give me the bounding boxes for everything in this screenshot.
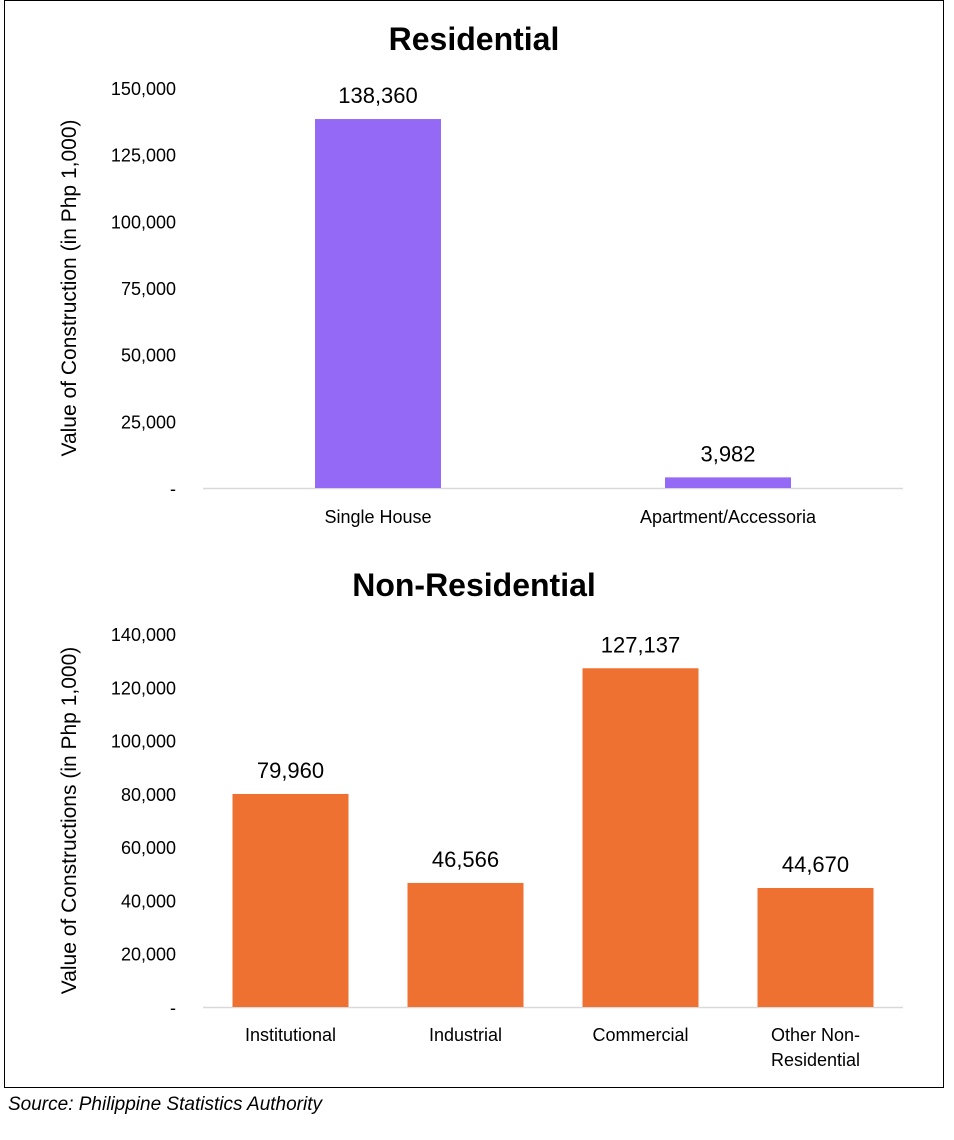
non-residential-y-axis-label: Value of Constructions (in Php 1,000) <box>58 647 81 994</box>
non-residential-category-label: Industrial <box>429 1025 502 1045</box>
residential-category-label: Single House <box>324 507 431 527</box>
residential-y-tick-label: 25,000 <box>121 412 176 432</box>
residential-data-label: 138,360 <box>338 83 418 108</box>
residential-y-tick-label: 125,000 <box>111 146 176 166</box>
residential-chart-title: Residential <box>389 21 560 57</box>
non-residential-bar <box>407 882 524 1007</box>
residential-bar <box>315 119 441 488</box>
non-residential-y-tick-label: 120,000 <box>111 678 176 698</box>
residential-bar <box>665 477 791 488</box>
non-residential-y-tick-label: 20,000 <box>121 945 176 965</box>
residential-data-label: 3,982 <box>700 441 755 466</box>
non-residential-y-tick-label: - <box>170 998 176 1018</box>
source-note: Source: Philippine Statistics Authority <box>8 1094 323 1115</box>
non-residential-chart-title: Non-Residential <box>352 567 596 603</box>
non-residential-y-tick-label: 100,000 <box>111 732 176 752</box>
residential-category-label: Apartment/Accessoria <box>640 507 817 527</box>
residential-y-tick-label: 100,000 <box>111 212 176 232</box>
non-residential-category-label: Other Non-Residential <box>771 1025 860 1070</box>
non-residential-y-tick-label: 140,000 <box>111 625 176 645</box>
residential-y-tick-label: 50,000 <box>121 346 176 366</box>
non-residential-bar <box>582 668 699 1007</box>
residential-y-tick-label: 150,000 <box>111 79 176 99</box>
residential-y-tick-label: - <box>170 479 176 499</box>
non-residential-bar <box>232 793 349 1007</box>
chart-frame <box>4 0 944 1088</box>
non-residential-category-label: Commercial <box>592 1025 688 1045</box>
residential-y-tick-label: 75,000 <box>121 279 176 299</box>
non-residential-data-label: 79,960 <box>257 758 324 783</box>
non-residential-category-label: Institutional <box>245 1025 336 1045</box>
residential-y-axis-label: Value of Construction (in Php 1,000) <box>58 120 81 457</box>
non-residential-y-tick-label: 60,000 <box>121 838 176 858</box>
non-residential-bar <box>757 887 874 1007</box>
non-residential-data-label: 44,670 <box>782 852 849 877</box>
non-residential-y-tick-label: 40,000 <box>121 891 176 911</box>
non-residential-y-tick-label: 80,000 <box>121 785 176 805</box>
non-residential-data-label: 46,566 <box>432 847 499 872</box>
non-residential-data-label: 127,137 <box>601 632 681 657</box>
